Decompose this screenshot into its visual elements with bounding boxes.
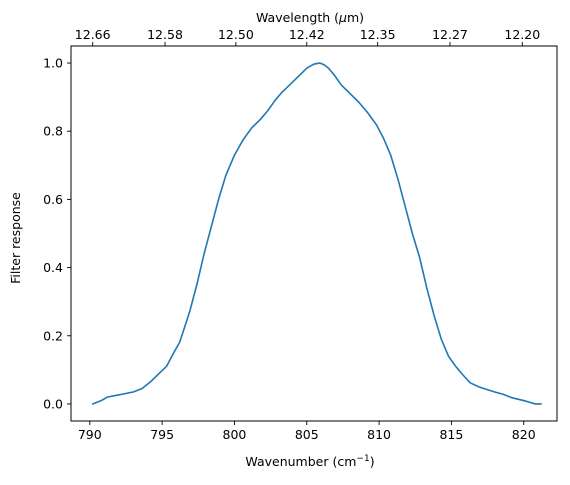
x-tick-label: 815	[439, 427, 463, 442]
x-axis-label-superscript: −1	[356, 454, 369, 464]
y-tick-label: 1.0	[43, 56, 63, 71]
top-tick-label: 12.20	[504, 27, 540, 42]
y-tick-label: 0.2	[43, 328, 63, 343]
series-line-filter-response	[91, 62, 542, 405]
top-x-axis-label: Wavelength (μm)	[256, 10, 364, 25]
x-tick-label: 810	[367, 427, 391, 442]
top-x-axis: 12.66 12.58 12.50 12.42 12.35 12.27 12.20	[75, 27, 540, 46]
top-tick-label: 12.58	[147, 27, 183, 42]
plot-frame	[70, 45, 558, 422]
y-tick-label: 0.8	[43, 124, 63, 139]
x-tick-label: 795	[150, 427, 174, 442]
series-layer	[91, 62, 542, 405]
x-axis-label: Wavenumber (cm−1)	[245, 454, 374, 469]
x-tick-label: 820	[512, 427, 536, 442]
top-tick-label: 12.42	[289, 27, 325, 42]
y-axis-label: Filter response	[8, 192, 23, 284]
x-axis-label-end: )	[370, 454, 375, 469]
top-x-axis-label-mu: μ	[338, 10, 347, 25]
top-x-axis-label-main: Wavelength (	[256, 10, 339, 25]
x-axis-label-main: Wavenumber (cm	[245, 454, 356, 469]
y-axis: 0.0 0.2 0.4 0.6 0.8 1.0	[43, 56, 71, 411]
x-tick-label: 800	[223, 427, 247, 442]
top-tick-label: 12.35	[360, 27, 396, 42]
x-tick-label: 790	[78, 427, 102, 442]
y-tick-label: 0.4	[43, 260, 63, 275]
top-tick-label: 12.66	[75, 27, 111, 42]
x-tick-label: 805	[295, 427, 319, 442]
y-tick-label: 0.6	[43, 192, 63, 207]
top-tick-label: 12.50	[218, 27, 254, 42]
top-x-axis-label-end: m)	[347, 10, 364, 25]
bottom-x-axis: 790 795 800 805 810 815 820	[78, 421, 536, 442]
top-tick-label: 12.27	[432, 27, 468, 42]
y-tick-label: 0.0	[43, 396, 63, 411]
